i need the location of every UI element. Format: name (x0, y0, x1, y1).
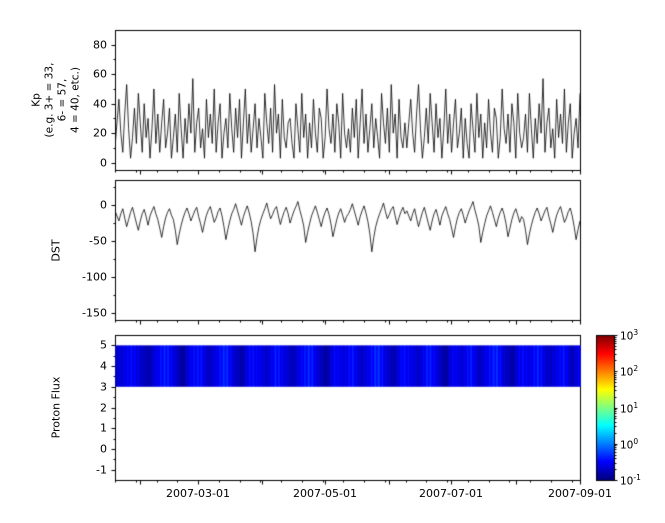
y-tick-label: 0 (100, 442, 107, 456)
y-tick-label: -1 (96, 463, 107, 477)
x-tick-label: 2007-03-01 (166, 487, 230, 500)
y-tick-label: 40 (93, 97, 107, 111)
y-tick-label: 60 (93, 67, 107, 81)
x-tick-label: 2007-07-01 (419, 487, 483, 500)
x-tick-label: 2007-05-01 (293, 487, 357, 500)
y-tick-label: 0 (100, 156, 107, 170)
y-tick-label: 20 (93, 126, 107, 140)
x-tick-label: 2007-09-01 (548, 487, 612, 500)
y-tick-label: 2 (100, 401, 107, 415)
colorbar-tick-label: 101 (620, 400, 639, 416)
colorbar-tick-label: 102 (620, 363, 639, 379)
y-tick-label: 3 (100, 380, 107, 394)
y-tick-label: -150 (82, 306, 107, 320)
colorbar-tick-label: 100 (620, 436, 639, 452)
y-tick-label: 1 (100, 421, 107, 435)
y-tick-label: -50 (89, 234, 107, 248)
y-tick-label: 4 (100, 359, 107, 373)
colorbar-tick-label: 103 (620, 327, 639, 343)
y-tick-label: 0 (100, 198, 107, 212)
colorbar-tick-label: 10-1 (620, 472, 641, 488)
y-tick-label: -100 (82, 270, 107, 284)
y-tick-label: 80 (93, 38, 107, 52)
y-tick-label: 5 (100, 338, 107, 352)
